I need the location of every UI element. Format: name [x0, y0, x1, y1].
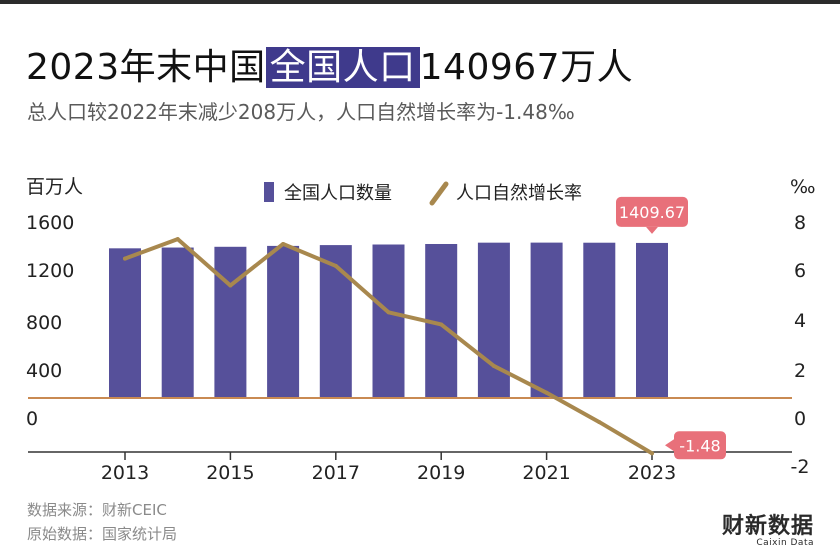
legend: 全国人口数量 人口自然增长率 — [264, 181, 582, 206]
bar — [161, 247, 194, 398]
bar-callout-pointer — [646, 226, 658, 234]
bar — [109, 248, 141, 398]
x-tick-label: 2021 — [522, 462, 570, 484]
bar — [583, 242, 616, 398]
line-point — [544, 390, 549, 395]
page-subtitle: 总人口较2022年末减少208万人，人口自然增长率为-1.48‰ — [27, 100, 575, 124]
y-right-tick-label: -2 — [791, 456, 810, 478]
line-point — [386, 310, 391, 315]
top-rule — [0, 0, 840, 4]
line-point — [439, 322, 444, 327]
y-left-tick-label: 1200 — [26, 260, 74, 282]
y-left-tick-label: 0 — [26, 408, 38, 430]
y-right-tick-label: 8 — [794, 212, 806, 234]
x-tick-label: 2019 — [417, 462, 465, 484]
y-right-tick-label: 2 — [794, 360, 806, 382]
x-tick-label: 2023 — [628, 462, 676, 484]
x-tick-label: 2017 — [312, 462, 360, 484]
line-point — [597, 420, 602, 425]
footer-source: 数据来源：财新CEIC — [27, 501, 167, 519]
bar — [530, 242, 563, 398]
line-callout-box — [674, 431, 726, 460]
brand-sub: Caixin Data — [756, 538, 814, 548]
line-point — [123, 256, 127, 261]
line-points — [123, 237, 654, 456]
y-left-unit: 百万人 — [26, 176, 83, 198]
y-left-tick-label: 1600 — [26, 212, 74, 234]
line-point — [650, 451, 654, 456]
y-left-tick-label: 400 — [26, 360, 62, 382]
y-right-tick-label: 6 — [794, 260, 806, 282]
bar — [372, 244, 405, 398]
line-point — [491, 363, 496, 368]
line-point — [281, 241, 286, 246]
bar-callout-box — [616, 196, 688, 227]
bar — [477, 242, 510, 398]
line-callout: -1.48 — [665, 431, 726, 460]
bar — [267, 245, 300, 398]
bar-callout: 1409.67 — [616, 196, 688, 234]
brand-name: 财新数据 — [721, 514, 814, 539]
population-chart: 百万人 ‰ 全国人口数量 人口自然增长率 1600 1200 800 400 0 8 6 4 2 0 -2 2… — [26, 176, 816, 484]
footer-origin: 原始数据：国家统计局 — [27, 525, 178, 543]
y-right-tick-label: 4 — [794, 310, 806, 332]
legend-line-swatch — [429, 181, 449, 206]
brand-logo: 财新数据 Caixin Data — [722, 508, 814, 548]
legend-line-label: 人口自然增长率 — [456, 183, 582, 204]
y-right-tick-label: 0 — [794, 408, 806, 430]
bar-series — [109, 242, 668, 398]
legend-bar-swatch — [264, 182, 274, 202]
y-right-unit: ‰ — [790, 176, 816, 198]
x-tick-label: 2013 — [101, 462, 149, 484]
bar-callout-label: 1409.67 — [619, 203, 685, 222]
footer: 数据来源：财新CEIC 原始数据：国家统计局 — [27, 498, 177, 546]
page-title: 2023年末中国 全国人口 140967万人 — [26, 38, 633, 90]
bar — [319, 245, 352, 398]
line-point — [175, 237, 180, 242]
bar — [214, 246, 247, 398]
y-left-tick-label: 800 — [26, 312, 62, 334]
x-tick-label: 2015 — [206, 462, 254, 484]
title-highlight: 全国人口 — [265, 47, 420, 88]
line-point — [333, 263, 338, 268]
legend-bar-label: 全国人口数量 — [284, 183, 392, 204]
bar — [636, 242, 668, 398]
title-suffix: 140967万人 — [419, 47, 634, 88]
line-callout-label: -1.48 — [679, 436, 720, 455]
line-point — [228, 283, 233, 288]
title-prefix: 2023年末中国 — [26, 47, 266, 88]
line-callout-pointer — [665, 439, 674, 452]
